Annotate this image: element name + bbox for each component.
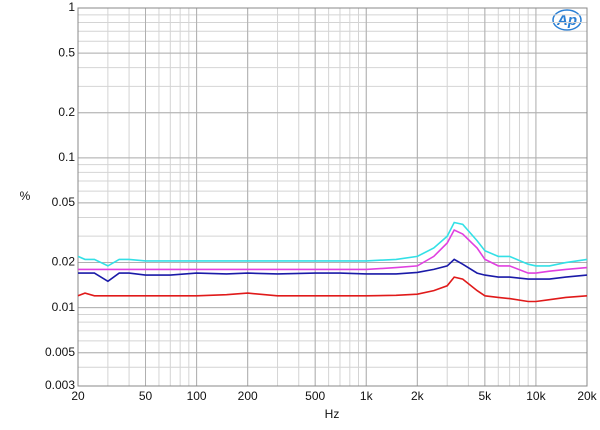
y-tick-label: 0.2 — [58, 105, 75, 119]
data-line — [78, 228, 588, 274]
x-tick-label: 1k — [360, 389, 374, 403]
x-tick-label: 100 — [187, 389, 207, 403]
logo-text: Ap — [556, 12, 577, 29]
x-tick-label: 10k — [526, 389, 546, 403]
x-tick-label: 50 — [139, 389, 153, 403]
x-tick-label: 20 — [71, 389, 85, 403]
x-axis-label: Hz — [325, 407, 340, 421]
logo: Ap — [552, 9, 582, 31]
y-tick-label: 0.01 — [52, 300, 76, 314]
y-tick-label: 0.05 — [52, 195, 76, 209]
y-tick-label: 0.003 — [45, 378, 75, 392]
plot-frame — [77, 7, 588, 387]
data-line — [77, 276, 588, 303]
x-tick-label: 2k — [411, 389, 425, 403]
x-tick-label: 500 — [305, 389, 325, 403]
y-tick-label: 0.5 — [58, 45, 75, 59]
x-tick-label: 5k — [479, 389, 493, 403]
y-tick-label: 1 — [68, 0, 75, 14]
y-tick-label: 0.1 — [58, 150, 75, 164]
data-line — [78, 258, 588, 283]
y-axis-label: % — [20, 189, 31, 203]
data-line — [77, 221, 588, 267]
logo-ring — [552, 9, 582, 31]
x-tick-label: 20k — [577, 389, 597, 403]
x-tick-label: 200 — [238, 389, 258, 403]
y-tick-label: 0.02 — [52, 255, 76, 269]
y-tick-label: 0.005 — [45, 345, 75, 359]
